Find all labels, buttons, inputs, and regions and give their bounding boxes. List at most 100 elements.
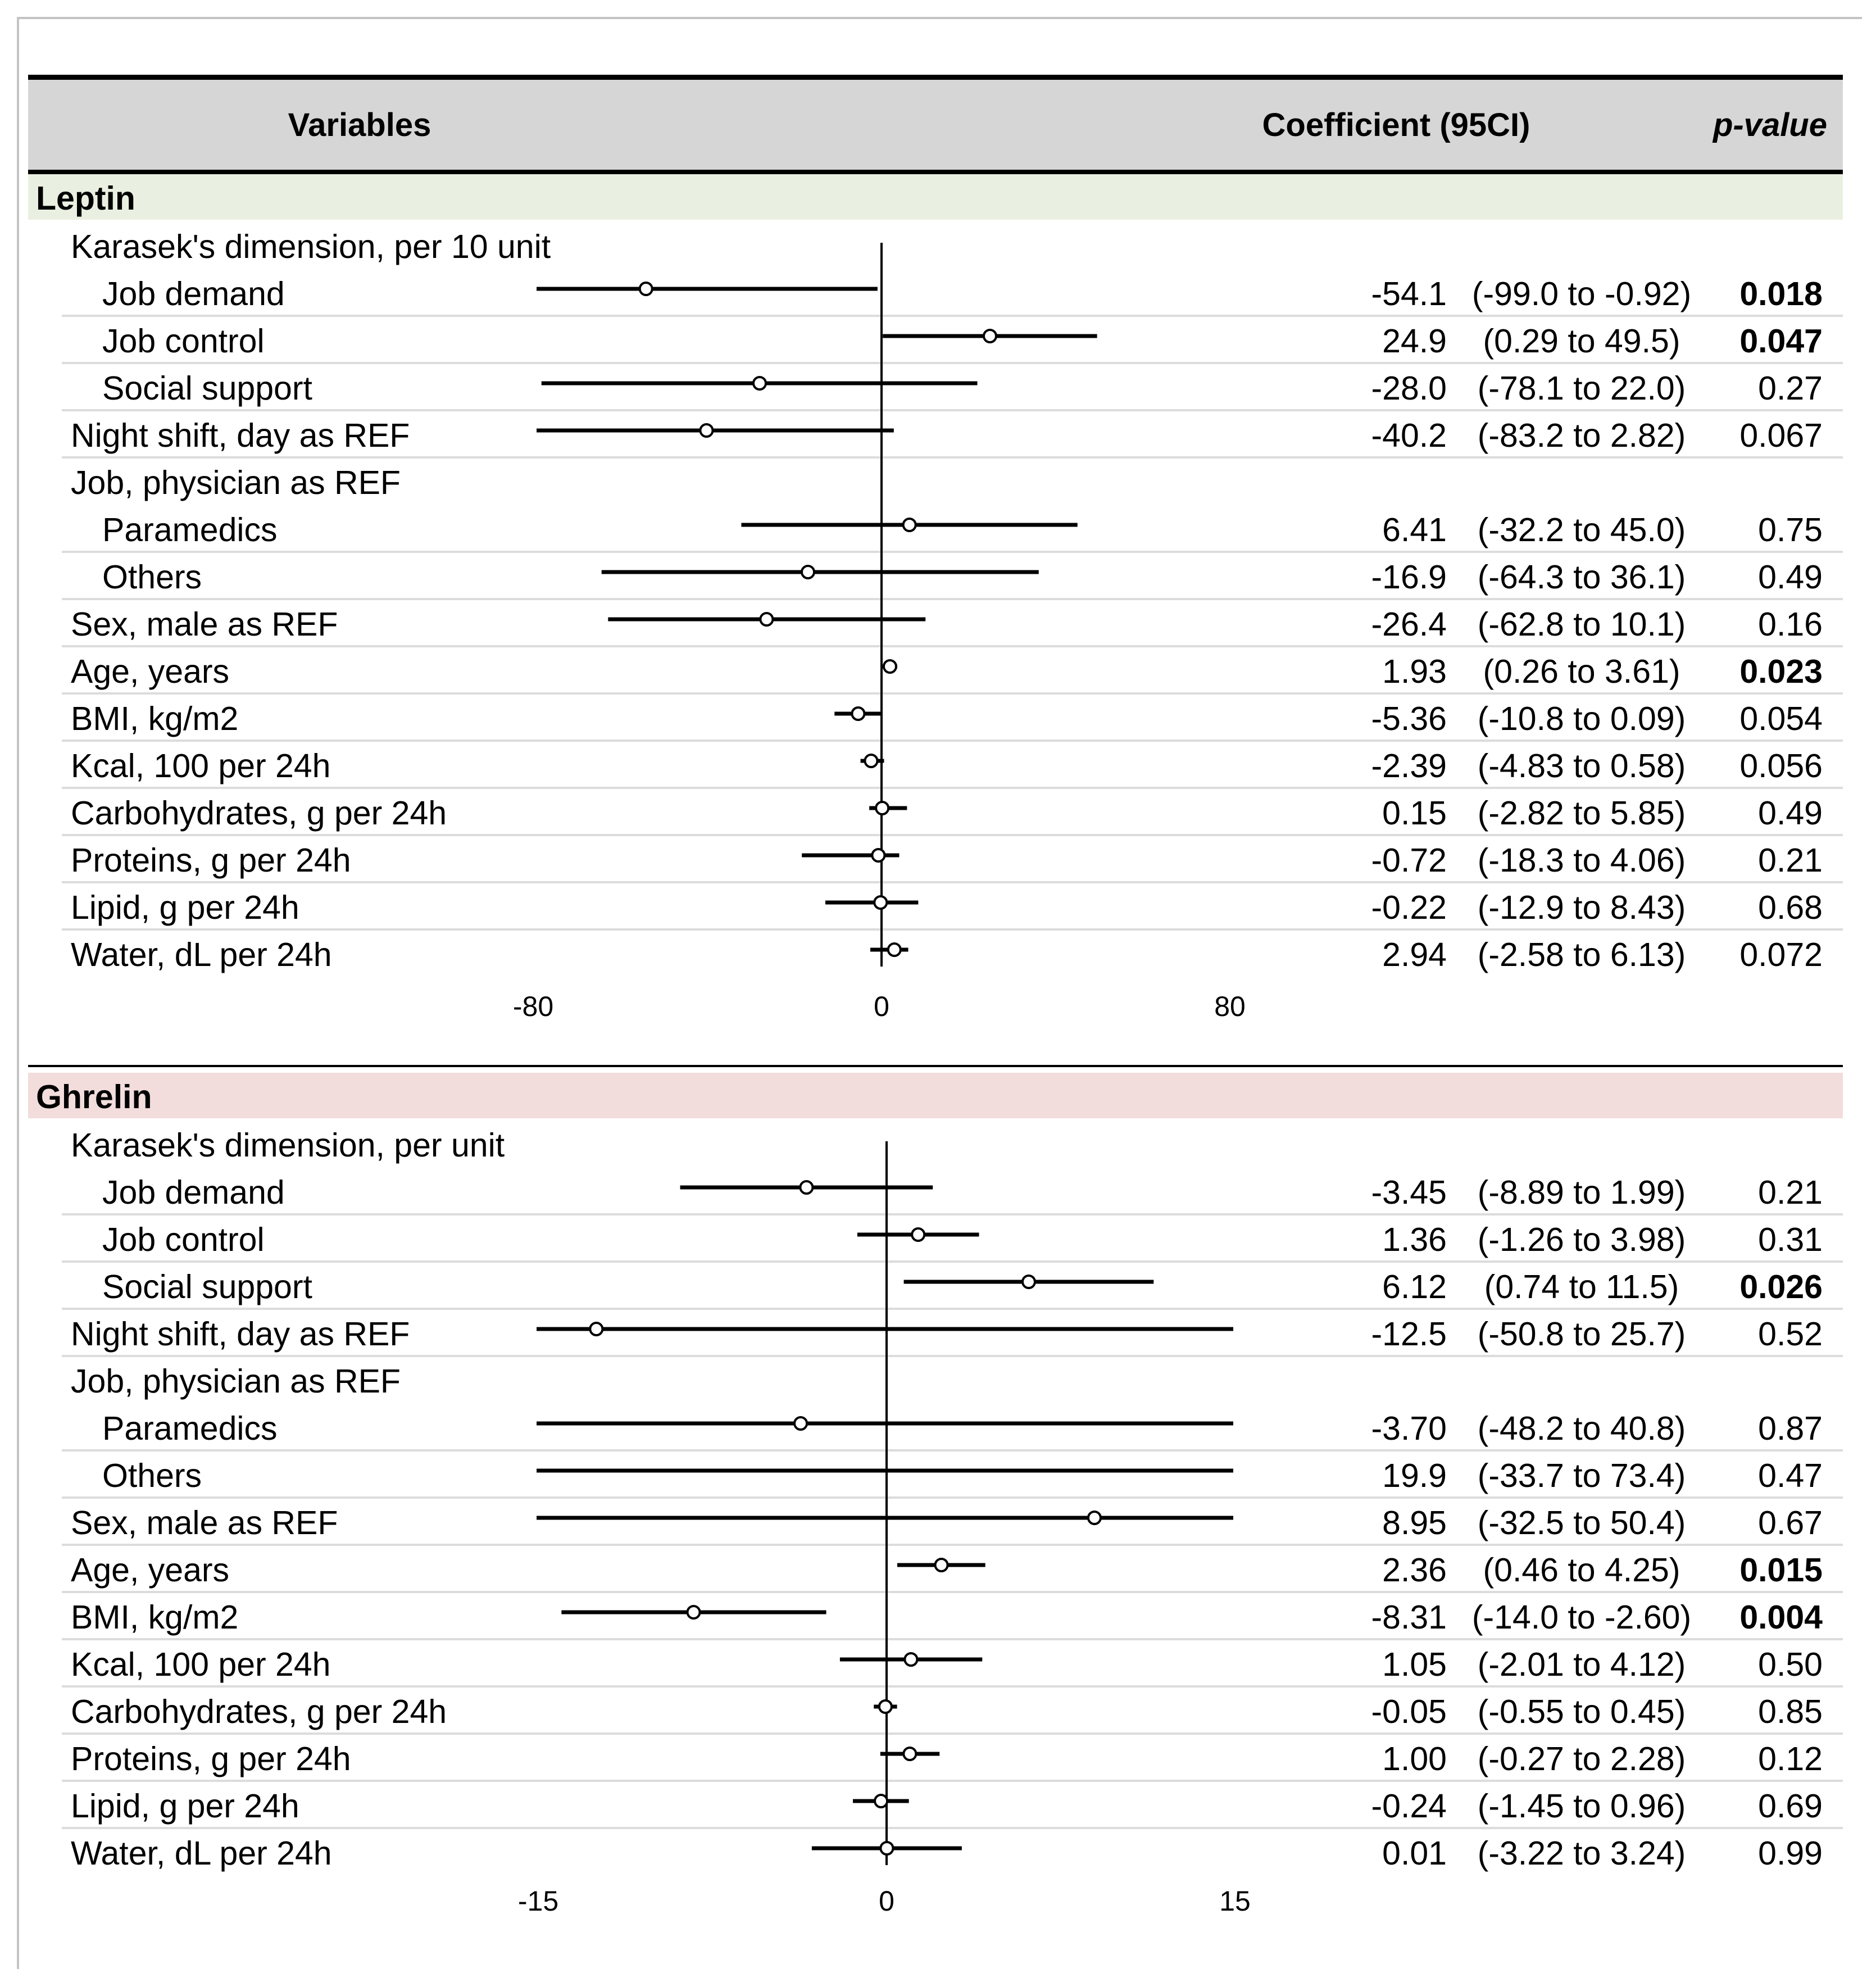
point-estimate [871, 848, 886, 863]
confidence-interval: (-1.26 to 3.98) [1477, 1221, 1686, 1258]
point-estimate [875, 801, 890, 815]
p-value: 0.12 [1758, 1740, 1823, 1777]
p-value: 0.21 [1758, 1174, 1823, 1211]
point-estimate [793, 1416, 808, 1431]
point-estimate [759, 612, 774, 627]
group-label: Karasek's dimension, per 10 unit [71, 228, 551, 265]
coefficient-value: 2.94 [1382, 936, 1447, 973]
coefficient-value: -12.5 [1371, 1316, 1447, 1353]
p-value: 0.067 [1739, 417, 1823, 454]
table-row: Kcal, 100 per 24h 1.05 (-2.01 to 4.12) 0.50 [62, 1638, 1843, 1688]
p-value: 0.67 [1758, 1504, 1823, 1541]
p-value: 0.21 [1758, 842, 1823, 879]
p-value: 0.87 [1758, 1410, 1823, 1447]
variable-label: Kcal, 100 per 24h [71, 747, 331, 784]
variable-label: Water, dL per 24h [71, 1835, 332, 1872]
table-row: Carbohydrates, g per 24h -0.05 (-0.55 to 0… [62, 1685, 1843, 1735]
variable-label: Lipid, g per 24h [71, 1788, 299, 1825]
confidence-interval: (-78.1 to 22.0) [1477, 370, 1686, 407]
coefficient-value: 24.9 [1382, 323, 1447, 360]
confidence-interval: (0.26 to 3.61) [1483, 653, 1680, 690]
coefficient-value: -16.9 [1371, 559, 1447, 596]
table-row: Proteins, g per 24h -0.72 (-18.3 to 4.06) 0… [62, 834, 1843, 883]
table-row: Lipid, g per 24h -0.24 (-1.45 to 0.96) 0.69 [62, 1780, 1843, 1829]
p-value: 0.004 [1739, 1599, 1823, 1636]
point-estimate [982, 329, 997, 343]
p-value: 0.99 [1758, 1835, 1823, 1872]
confidence-interval: (-62.8 to 10.1) [1477, 606, 1686, 643]
variable-label: Job control [102, 1221, 265, 1258]
variable-label: Proteins, g per 24h [71, 842, 351, 879]
confidence-interval: (-99.0 to -0.92) [1471, 275, 1692, 312]
table-row: Job demand -3.45 (-8.89 to 1.99) 0.21 [62, 1166, 1843, 1215]
section-band-leptin: Leptin [28, 174, 1843, 220]
variable-label: BMI, kg/m2 [71, 1599, 239, 1636]
section-band-ghrelin: Ghrelin [28, 1073, 1843, 1118]
p-value: 0.75 [1758, 511, 1823, 548]
p-value: 0.50 [1758, 1646, 1823, 1683]
coefficient-value: -40.2 [1371, 417, 1447, 454]
confidence-interval: (-2.01 to 4.12) [1477, 1646, 1686, 1683]
coefficient-value: 2.36 [1382, 1552, 1447, 1589]
variable-label: Lipid, g per 24h [71, 889, 299, 926]
confidence-interval: (-2.82 to 5.85) [1477, 795, 1686, 832]
coefficient-value: 19.9 [1382, 1457, 1447, 1494]
point-estimate [1087, 1511, 1102, 1525]
p-value: 0.69 [1758, 1788, 1823, 1825]
coefficient-value: -3.45 [1371, 1174, 1447, 1211]
confidence-interval: (-0.27 to 2.28) [1477, 1740, 1686, 1777]
confidence-interval: (0.74 to 11.5) [1484, 1268, 1679, 1305]
variable-label: Paramedics [102, 511, 278, 548]
point-estimate [902, 1747, 917, 1761]
variable-label: Night shift, day as REF [71, 1316, 410, 1353]
table-row: BMI, kg/m2 -5.36 (-10.8 to 0.09) 0.054 [62, 692, 1843, 742]
variable-label: Job control [102, 323, 265, 360]
table-row: Night shift, day as REF -12.5 (-50.8 to 25… [62, 1308, 1843, 1357]
group-label: Karasek's dimension, per unit [71, 1127, 505, 1164]
axis-tick-label: 15 [1219, 1885, 1251, 1917]
coefficient-value: 0.01 [1382, 1835, 1447, 1872]
point-estimate [903, 1652, 919, 1667]
p-value: 0.023 [1739, 653, 1823, 690]
p-value: 0.047 [1739, 323, 1823, 360]
p-value: 0.47 [1758, 1457, 1823, 1494]
confidence-interval: (-2.58 to 6.13) [1477, 936, 1686, 973]
p-value: 0.31 [1758, 1221, 1823, 1258]
variable-label: Sex, male as REF [71, 1504, 338, 1541]
table-row: Others -16.9 (-64.3 to 36.1) 0.49 [62, 551, 1843, 600]
p-value: 0.27 [1758, 370, 1823, 407]
point-estimate [878, 1699, 893, 1714]
coefficient-value: -0.05 [1371, 1693, 1447, 1730]
point-estimate [686, 1605, 701, 1620]
table-row: Age, years 2.36 (0.46 to 4.25) 0.015 [62, 1544, 1843, 1593]
table-row: Water, dL per 24h 0.01 (-3.22 to 3.24) 0.99 [62, 1827, 1843, 1874]
p-value: 0.072 [1739, 936, 1823, 973]
header-variables: Variables [288, 107, 431, 143]
coefficient-value: -3.70 [1371, 1410, 1447, 1447]
variable-label: Social support [102, 370, 312, 407]
variable-label: Age, years [71, 1552, 230, 1589]
point-estimate [851, 706, 866, 721]
point-estimate [801, 565, 816, 579]
variable-label: Proteins, g per 24h [71, 1740, 351, 1777]
coefficient-value: -5.36 [1371, 700, 1447, 737]
coefficient-value: -28.0 [1371, 370, 1447, 407]
coefficient-value: -8.31 [1371, 1599, 1447, 1636]
table-row: Social support 6.12 (0.74 to 11.5) 0.026 [62, 1260, 1843, 1310]
table-row: Job, physician as REF [62, 456, 1843, 504]
variable-label: BMI, kg/m2 [71, 700, 239, 737]
confidence-interval: (-83.2 to 2.82) [1477, 417, 1686, 454]
table-row: Job, physician as REF [62, 1355, 1843, 1402]
p-value: 0.49 [1758, 559, 1823, 596]
figure-frame [17, 17, 1862, 1969]
point-estimate [1021, 1274, 1036, 1289]
variable-label: Sex, male as REF [71, 606, 338, 643]
coefficient-value: 1.05 [1382, 1646, 1447, 1683]
p-value: 0.015 [1739, 1552, 1823, 1589]
point-estimate [882, 659, 897, 674]
confidence-interval: (-12.9 to 8.43) [1477, 889, 1686, 926]
point-estimate [934, 1558, 949, 1572]
coefficient-value: -2.39 [1371, 747, 1447, 784]
axis-tick-label: 80 [1214, 991, 1246, 1022]
table-row: Paramedics 6.41 (-32.2 to 45.0) 0.75 [62, 504, 1843, 553]
